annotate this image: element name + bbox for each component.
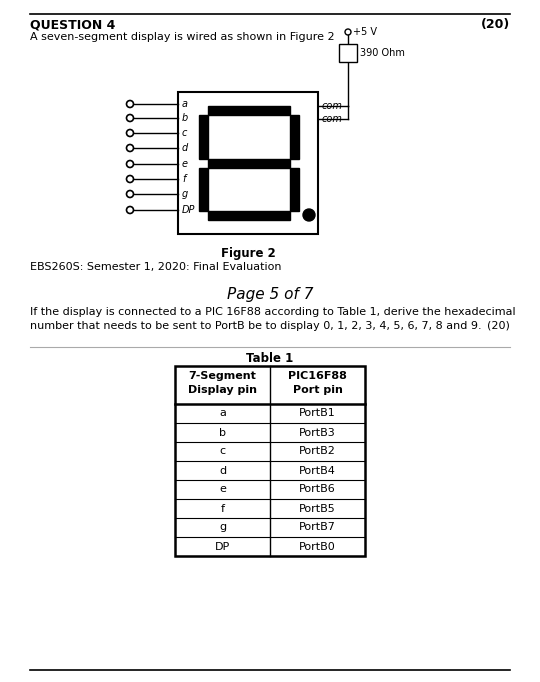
Text: Figure 2: Figure 2 — [221, 247, 275, 260]
Circle shape — [303, 209, 315, 221]
Text: e: e — [182, 159, 188, 169]
Text: b: b — [219, 428, 226, 437]
Text: PortB1: PortB1 — [299, 409, 336, 419]
Text: Page 5 of 7: Page 5 of 7 — [227, 287, 313, 302]
Text: (20): (20) — [481, 18, 510, 31]
Bar — [339, 44, 357, 62]
Text: g: g — [219, 522, 226, 533]
Text: d: d — [219, 466, 226, 475]
Text: PortB4: PortB4 — [299, 466, 336, 475]
Text: PortB6: PortB6 — [299, 484, 336, 494]
Text: Table 1: Table 1 — [246, 352, 294, 365]
Text: a: a — [182, 99, 188, 109]
Text: (20): (20) — [487, 321, 510, 331]
Bar — [208, 211, 290, 220]
Bar — [208, 158, 290, 168]
Text: com: com — [322, 101, 343, 111]
Bar — [178, 92, 318, 234]
Text: g: g — [182, 189, 188, 199]
Text: c: c — [219, 447, 226, 456]
Bar — [290, 115, 299, 158]
Text: d: d — [182, 143, 188, 153]
Text: Display pin: Display pin — [188, 385, 257, 395]
Bar — [199, 168, 208, 211]
Text: QUESTION 4: QUESTION 4 — [30, 18, 116, 31]
Text: DP: DP — [182, 205, 195, 215]
Text: EBS260S: Semester 1, 2020: Final Evaluation: EBS260S: Semester 1, 2020: Final Evaluat… — [30, 262, 281, 272]
Text: +5 V: +5 V — [353, 27, 377, 37]
Bar — [208, 106, 290, 115]
Text: b: b — [182, 113, 188, 123]
Bar — [175, 366, 365, 556]
Bar — [290, 168, 299, 211]
Text: a: a — [219, 409, 226, 419]
Text: A seven-segment display is wired as shown in Figure 2: A seven-segment display is wired as show… — [30, 32, 335, 42]
Text: e: e — [219, 484, 226, 494]
Text: If the display is connected to a PIC 16F88 according to Table 1, derive the hexa: If the display is connected to a PIC 16F… — [30, 307, 516, 317]
Text: PortB2: PortB2 — [299, 447, 336, 456]
Text: PortB3: PortB3 — [299, 428, 336, 437]
Text: c: c — [182, 128, 187, 138]
Text: f: f — [182, 174, 185, 184]
Text: PIC16F88: PIC16F88 — [288, 371, 347, 381]
Bar — [199, 115, 208, 158]
Text: 7-Segment: 7-Segment — [188, 371, 256, 381]
Text: PortB0: PortB0 — [299, 542, 336, 552]
Text: 390 Ohm: 390 Ohm — [360, 48, 405, 58]
Text: Port pin: Port pin — [293, 385, 342, 395]
Text: PortB7: PortB7 — [299, 522, 336, 533]
Text: PortB5: PortB5 — [299, 503, 336, 514]
Text: com: com — [322, 114, 343, 124]
Text: f: f — [220, 503, 225, 514]
Text: DP: DP — [215, 542, 230, 552]
Text: number that needs to be sent to PortB be to display 0, 1, 2, 3, 4, 5, 6, 7, 8 an: number that needs to be sent to PortB be… — [30, 321, 482, 331]
